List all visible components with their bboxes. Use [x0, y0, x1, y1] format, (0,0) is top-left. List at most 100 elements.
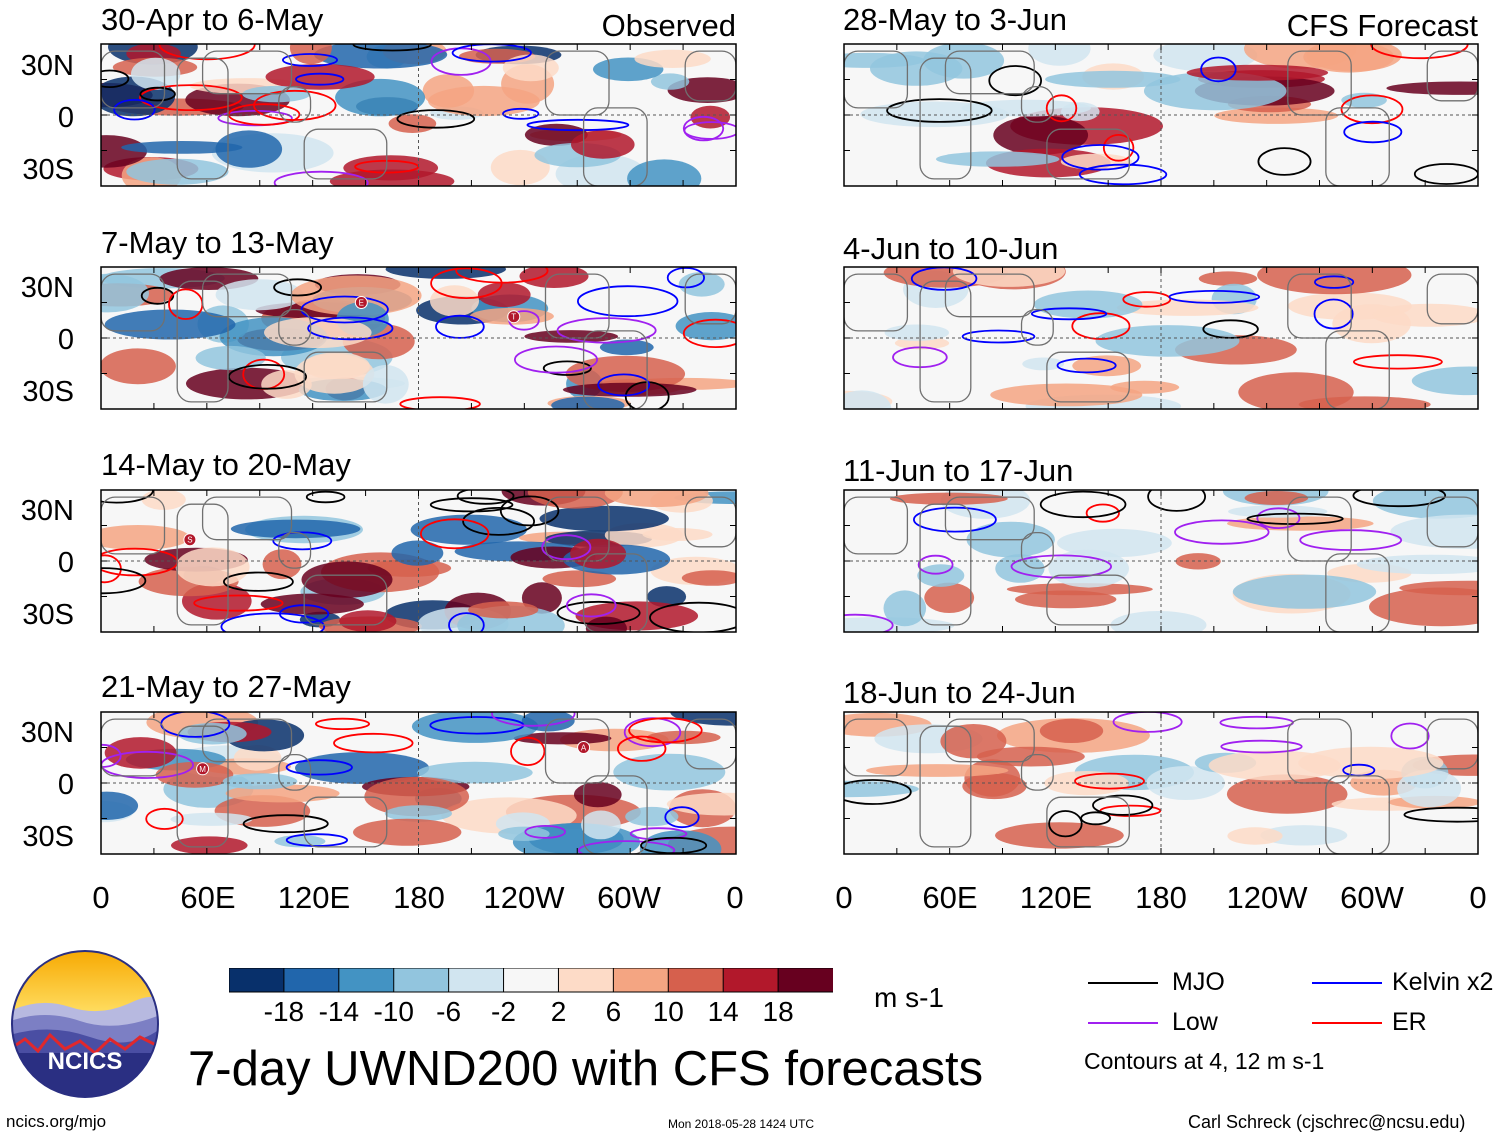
wave-contour: [1078, 163, 1168, 186]
wave-contour: [666, 267, 706, 289]
continent-outline: [1325, 107, 1390, 186]
anomaly-blob: [260, 593, 364, 615]
wave-contour: [429, 497, 514, 513]
footer-url[interactable]: ncics.org/mjo: [6, 1112, 107, 1131]
wave-contour: [273, 170, 369, 186]
anomaly-blob: [1386, 81, 1478, 95]
anomaly-blob: [681, 570, 736, 586]
continent-outline: [303, 574, 388, 626]
wave-contour: [1390, 722, 1430, 750]
lat-label: 30N: [20, 717, 74, 749]
colorbar-swatch: [667, 968, 725, 993]
anomaly-blob: [1369, 587, 1478, 627]
anomaly-blob: [870, 51, 963, 86]
wave-contour: [1256, 507, 1301, 530]
anomaly-blob: [647, 586, 687, 608]
lat-label: 30N: [20, 495, 74, 527]
legend-label-mjo: MJO: [1172, 968, 1225, 996]
footer-author: Carl Schreck (cjschrec@ncsu.edu): [1188, 1112, 1466, 1132]
continent-outline: [176, 725, 229, 848]
anomaly-blob: [1072, 355, 1142, 377]
storm-letter: S: [187, 536, 192, 545]
anomaly-blob: [498, 826, 550, 841]
colorbar-swatch: [229, 968, 285, 993]
anomaly-blob: [613, 753, 726, 791]
wave-contour: [420, 518, 490, 550]
anomaly-blob: [101, 273, 149, 313]
anomaly-blob: [1143, 71, 1287, 111]
panel-title: 11-Jun to 17-Jun: [843, 453, 1074, 488]
legend-swatch-kelvin: [1312, 982, 1382, 984]
anomaly-blob: [1039, 718, 1104, 744]
lon-label: 60E: [180, 880, 236, 915]
wave-contour: [222, 571, 294, 592]
continent-outline: [844, 50, 909, 109]
continent-outline: [1325, 553, 1390, 632]
continent-outline: [582, 553, 648, 632]
colorbar-swatch: [612, 968, 670, 993]
wave-contour: [1071, 312, 1131, 340]
anomaly-blob: [844, 390, 892, 409]
wave-contour: [139, 86, 176, 102]
continent-outline: [684, 496, 736, 548]
legend-swatch-er: [1312, 1022, 1382, 1024]
panel-title: 14-May to 20-May: [101, 447, 351, 482]
panel-title: 28-May to 3-Jun: [843, 2, 1067, 37]
wave-contour: [1340, 94, 1404, 125]
wave-contour: [1314, 275, 1355, 289]
wave-contour: [396, 109, 476, 129]
anomaly-blob: [519, 267, 589, 288]
continent-outline: [101, 50, 166, 109]
anomaly-blob: [301, 561, 393, 598]
colorbar-tick-label: 2: [550, 996, 567, 1027]
anomaly-blob: [527, 490, 623, 509]
wave-contour: [113, 98, 156, 121]
anomaly-blob: [962, 772, 1027, 800]
colorbar-tick-label: 18: [762, 996, 794, 1027]
anomaly-blob: [1298, 396, 1431, 409]
continent-outline: [101, 273, 166, 332]
colorbar-tick-label: -2: [491, 996, 516, 1027]
wave-contour: [502, 107, 540, 120]
lon-label: 60W: [1340, 880, 1404, 915]
wave-contour: [844, 779, 912, 805]
continent-outline: [582, 107, 648, 186]
wave-contour: [565, 593, 617, 618]
anomaly-blob: [353, 818, 462, 846]
wave-contour: [101, 567, 147, 595]
wave-contour: [101, 69, 130, 88]
anomaly-blob: [101, 791, 139, 820]
wave-contour: [526, 118, 630, 132]
panel-tag-forecast: CFS Forecast: [1286, 8, 1478, 43]
wave-contour: [617, 735, 667, 762]
anomaly-blob: [627, 159, 702, 186]
wave-contour: [456, 490, 515, 505]
wave-contour: [145, 807, 184, 830]
continent-outline: [919, 503, 972, 626]
anomaly-blob: [126, 158, 229, 185]
lon-label: 120E: [277, 880, 351, 915]
anomaly-blob: [1341, 92, 1387, 108]
wave-contour: [305, 490, 346, 504]
anomaly-blob: [917, 564, 965, 587]
colorbar-swatch: [283, 968, 340, 993]
lat-label: 0: [57, 547, 74, 579]
anomaly-blob: [539, 505, 669, 532]
continent-outline: [278, 753, 312, 791]
storm-letter: A: [581, 744, 587, 753]
map-panel-p2: [101, 267, 736, 409]
wave-contour: [597, 373, 651, 397]
panel-title: 4-Jun to 10-Jun: [843, 231, 1059, 266]
anomaly-blob: [222, 773, 298, 790]
wave-contour: [1352, 490, 1447, 508]
anomaly-blob: [195, 345, 266, 371]
colorbar-swatch: [557, 968, 615, 993]
continent-outline: [201, 718, 293, 763]
panel-title: 18-Jun to 24-Jun: [843, 675, 1076, 710]
anomaly-blob: [384, 805, 452, 822]
continent-outline: [1426, 273, 1478, 325]
panel-title: 7-May to 13-May: [101, 225, 334, 260]
anomaly-blob: [666, 792, 736, 816]
legend-swatch-low: [1088, 1022, 1158, 1024]
wave-contour: [333, 732, 414, 754]
